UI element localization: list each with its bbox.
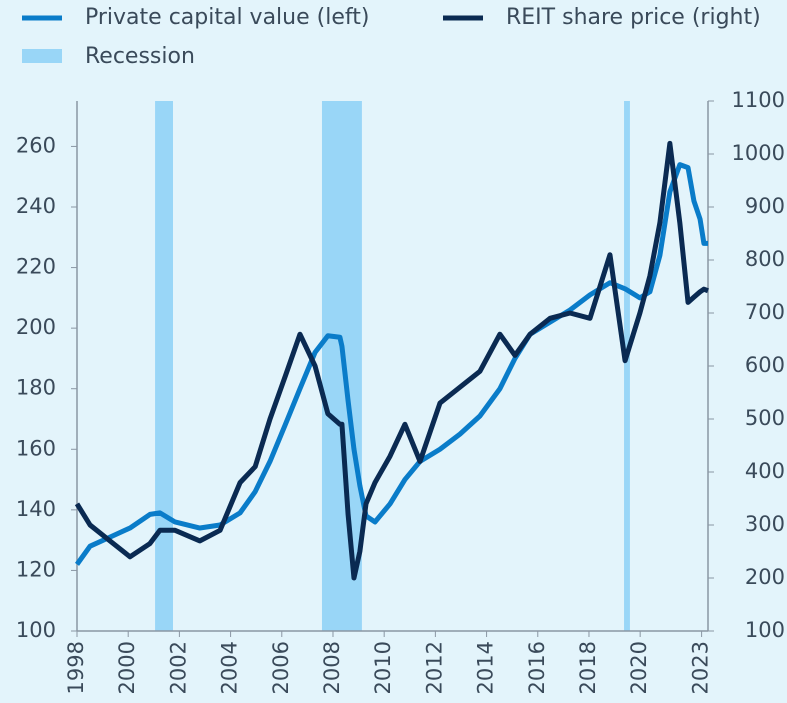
legend-label: Private capital value (left)	[85, 5, 369, 30]
y-tick-label: 120	[16, 557, 56, 581]
x-tick-label: 2006	[269, 641, 293, 694]
x-tick-label: 2002	[166, 641, 190, 694]
x-tick-label: 2020	[627, 641, 651, 694]
y2-tick-label: 1000	[732, 141, 785, 165]
y2-tick-label: 800	[745, 247, 785, 271]
y-tick-label: 200	[16, 315, 56, 339]
y2-tick-label: 200	[745, 565, 785, 589]
x-tick-label: 2010	[371, 641, 395, 694]
x-tick-label: 1998	[64, 641, 88, 694]
y2-tick-label: 400	[745, 459, 785, 483]
x-tick-label: 2008	[320, 641, 344, 694]
y-tick-label: 160	[16, 436, 56, 460]
series-line	[74, 140, 709, 581]
x-tick-label: 2016	[525, 641, 549, 694]
legend-label: REIT share price (right)	[506, 5, 761, 30]
recession-band	[624, 101, 630, 631]
series-line	[74, 162, 708, 566]
y-tick-label: 240	[16, 194, 56, 218]
x-tick-label: 2018	[576, 641, 600, 694]
legend-swatch	[22, 49, 62, 63]
y2-tick-label: 100	[745, 618, 785, 642]
x-tick-label: 2023	[689, 641, 713, 694]
y-tick-label: 260	[16, 133, 56, 157]
y-tick-label: 140	[16, 497, 56, 521]
y-tick-label: 180	[16, 376, 56, 400]
y-tick-label: 220	[16, 255, 56, 279]
y2-tick-label: 500	[745, 406, 785, 430]
x-tick-label: 2000	[115, 641, 139, 694]
x-tick-label: 2014	[474, 641, 498, 694]
y2-tick-label: 700	[745, 300, 785, 324]
y2-tick-label: 1100	[732, 88, 785, 112]
recession-band	[155, 101, 173, 631]
legend-label: Recession	[85, 44, 195, 69]
y2-tick-label: 600	[745, 353, 785, 377]
y2-tick-label: 300	[745, 512, 785, 536]
y2-tick-label: 900	[745, 194, 785, 218]
x-tick-label: 2012	[422, 641, 446, 694]
x-tick-label: 2004	[218, 641, 242, 694]
y-tick-label: 100	[16, 618, 56, 642]
